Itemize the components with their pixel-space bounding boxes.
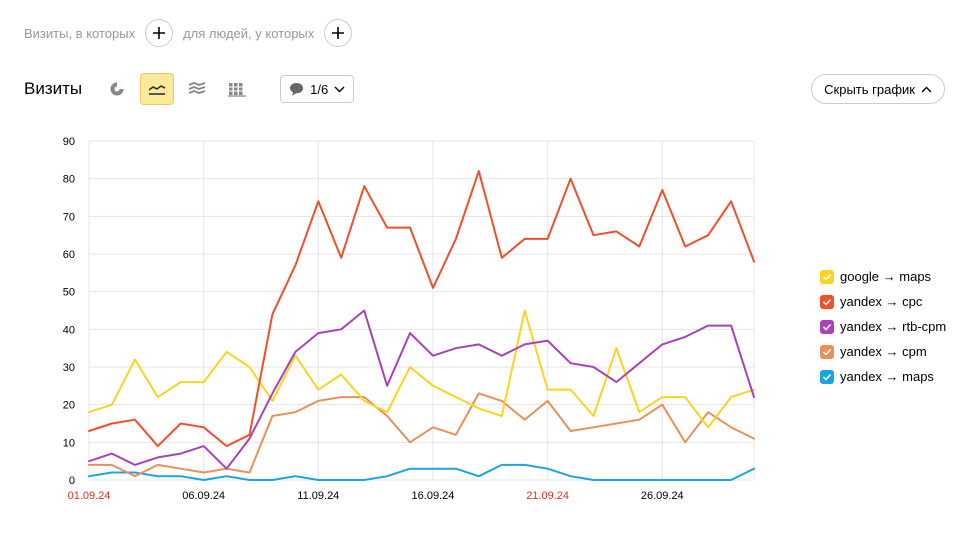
series-selector-value: 1/6 xyxy=(310,81,329,97)
legend-label: yandex → maps xyxy=(840,369,934,384)
comment-icon xyxy=(290,83,304,96)
series-line-1 xyxy=(88,309,755,429)
legend-item[interactable]: yandex → maps xyxy=(820,364,946,389)
x-tick-label: 01.09.24 xyxy=(68,490,111,502)
series-line-5 xyxy=(88,463,755,481)
pie-chart-button[interactable] xyxy=(100,73,134,105)
series-line-2 xyxy=(88,170,755,448)
pie-chart-icon xyxy=(110,82,124,96)
hide-chart-button[interactable]: Скрыть график xyxy=(811,74,945,104)
y-tick-label: 10 xyxy=(63,437,75,449)
legend-checkbox[interactable] xyxy=(820,269,834,284)
legend-item[interactable]: yandex → cpm xyxy=(820,339,946,364)
legend-label: yandex → rtb-cpm xyxy=(840,319,947,334)
line-chart-button[interactable] xyxy=(140,73,175,105)
y-tick-label: 50 xyxy=(63,287,75,299)
hide-chart-label: Скрыть график xyxy=(824,81,915,97)
bar-chart-button[interactable] xyxy=(220,73,254,105)
legend-label: yandex → cpm xyxy=(840,344,927,359)
x-tick-label: 16.09.24 xyxy=(412,490,455,502)
y-tick-label: 60 xyxy=(63,249,75,261)
y-tick-label: 40 xyxy=(63,324,75,336)
y-tick-label: 90 xyxy=(63,136,75,148)
x-tick-label: 06.09.24 xyxy=(182,490,225,502)
chart-toolbar: Визиты 1/6 xyxy=(24,73,355,105)
visits-filter-label: Визиты, в которых xyxy=(24,25,136,41)
checkmark-icon xyxy=(822,273,832,281)
people-filter-label: для людей, у которых xyxy=(183,25,315,41)
checkmark-icon xyxy=(822,323,832,331)
legend-item[interactable]: google → maps xyxy=(820,264,946,289)
checkmark-icon xyxy=(822,298,832,306)
add-people-condition-button[interactable] xyxy=(324,19,353,47)
chart-legend: google → maps yandex → cpc yandex → rtb-cp… xyxy=(820,264,946,389)
visits-line-chart: 0 10 20 30 40 50 60 70 80 90 01.09.24 06.09.24 11.09… xyxy=(63,136,755,502)
chevron-up-icon xyxy=(921,86,932,92)
legend-checkbox[interactable] xyxy=(820,294,834,309)
y-tick-label: 80 xyxy=(63,174,75,186)
y-tick-label: 70 xyxy=(63,211,75,223)
y-tick-label: 30 xyxy=(63,362,75,374)
series-selector-dropdown[interactable]: 1/6 xyxy=(280,75,355,103)
plus-icon xyxy=(153,27,166,39)
chart-title: Визиты xyxy=(24,79,83,98)
y-tick-label: 20 xyxy=(63,400,75,412)
segment-filter-row: Визиты, в которых для людей, у которых xyxy=(24,18,362,48)
legend-item[interactable]: yandex → rtb-cpm xyxy=(820,314,946,339)
add-visit-condition-button[interactable] xyxy=(145,19,174,47)
legend-checkbox[interactable] xyxy=(820,369,834,384)
legend-label: yandex → cpc xyxy=(840,294,923,309)
legend-label: google → maps xyxy=(840,269,932,284)
x-tick-label: 11.09.24 xyxy=(297,490,339,502)
series-line-3 xyxy=(88,309,755,470)
y-tick-label: 0 xyxy=(69,475,75,487)
plus-icon xyxy=(332,27,345,39)
checkmark-icon xyxy=(822,348,832,356)
area-chart-button[interactable] xyxy=(180,73,214,105)
x-tick-label: 21.09.24 xyxy=(526,490,569,502)
stacked-bar-icon xyxy=(228,83,247,97)
legend-checkbox[interactable] xyxy=(820,319,834,334)
line-chart-icon xyxy=(148,85,166,95)
legend-checkbox[interactable] xyxy=(820,344,834,359)
legend-item[interactable]: yandex → cpc xyxy=(820,289,946,314)
x-tick-label: 26.09.24 xyxy=(641,490,684,502)
series-line-4 xyxy=(88,392,755,478)
area-chart-icon xyxy=(188,82,206,94)
checkmark-icon xyxy=(822,373,832,381)
chevron-down-icon xyxy=(334,86,345,92)
